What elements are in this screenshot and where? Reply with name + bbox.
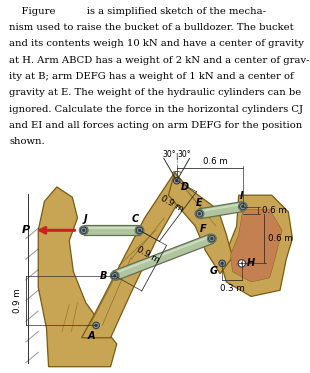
Text: F: F [200,225,207,235]
Circle shape [110,271,119,280]
Circle shape [196,210,203,217]
Text: |: | [175,153,178,160]
Text: G: G [210,266,218,276]
Polygon shape [230,210,282,282]
Text: at H. Arm ABCD has a weight of 2 kN and a center of grav-: at H. Arm ABCD has a weight of 2 kN and … [9,56,310,65]
Text: A: A [87,330,95,341]
Circle shape [241,262,243,264]
Circle shape [113,275,116,277]
Circle shape [210,237,213,240]
Text: J: J [84,214,88,224]
Text: 0.9 m: 0.9 m [135,245,161,265]
Circle shape [175,179,178,182]
Text: ity at B; arm DEFG has a weight of 1 kN and a center of: ity at B; arm DEFG has a weight of 1 kN … [9,72,294,81]
Circle shape [221,262,224,264]
Text: 0.9 m: 0.9 m [13,288,22,313]
Polygon shape [199,202,244,219]
Text: and its contents weigh 10 kN and have a center of gravity: and its contents weigh 10 kN and have a … [9,40,304,48]
Text: E: E [196,198,203,208]
Text: 30°: 30° [163,150,176,159]
Text: shown.: shown. [9,137,45,146]
Circle shape [173,178,180,184]
Circle shape [219,260,225,267]
Text: 0.6 m: 0.6 m [268,234,292,243]
Text: C: C [132,214,139,224]
Polygon shape [222,195,292,297]
Circle shape [195,209,204,218]
Text: I: I [240,191,244,201]
Text: nism used to raise the bucket of a bulldozer. The bucket: nism used to raise the bucket of a bulld… [9,23,294,32]
Circle shape [95,324,97,327]
Text: and EI and all forces acting on arm DEFG for the position: and EI and all forces acting on arm DEFG… [9,121,303,130]
Text: Figure          is a simplified sketch of the mecha-: Figure is a simplified sketch of the mec… [9,7,266,16]
Text: D: D [181,182,189,192]
Text: 0.3 m: 0.3 m [219,284,244,293]
Text: ignored. Calculate the force in the horizontal cylinders CJ: ignored. Calculate the force in the hori… [9,105,303,114]
Polygon shape [84,225,140,235]
Polygon shape [84,227,140,229]
Text: 0.6 m: 0.6 m [202,157,227,166]
Circle shape [136,227,143,233]
Circle shape [138,229,141,232]
Circle shape [93,322,100,329]
Text: 30°: 30° [177,150,191,159]
Circle shape [241,205,244,208]
Polygon shape [199,203,243,212]
Text: 0.6 m: 0.6 m [263,206,287,215]
Text: P: P [22,225,30,235]
Polygon shape [38,187,117,367]
Text: B: B [100,271,108,281]
Circle shape [135,226,144,235]
Circle shape [209,235,215,242]
Circle shape [238,202,247,211]
Polygon shape [113,235,211,275]
Circle shape [111,272,118,279]
Circle shape [80,227,87,233]
Circle shape [82,229,85,232]
Circle shape [238,260,246,267]
Circle shape [240,203,246,210]
Text: gravity at E. The weight of the hydraulic cylinders can be: gravity at E. The weight of the hydrauli… [9,88,302,97]
Text: H: H [247,258,255,269]
Polygon shape [168,172,232,274]
Polygon shape [113,234,214,280]
Circle shape [198,213,201,215]
Circle shape [79,226,88,235]
Circle shape [207,234,216,243]
Polygon shape [82,172,187,338]
Text: 0.9 m: 0.9 m [159,194,185,213]
